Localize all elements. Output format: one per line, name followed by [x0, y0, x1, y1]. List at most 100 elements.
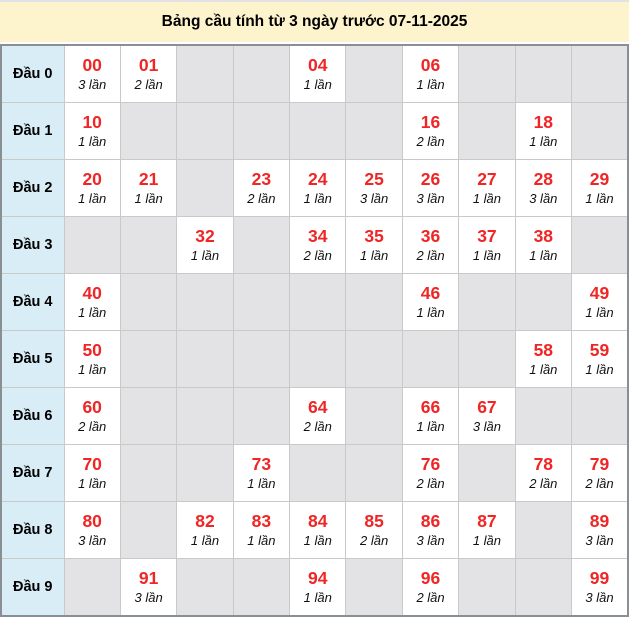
cell-number: 37 — [477, 226, 497, 246]
cell-count: 1 lần — [360, 248, 389, 263]
cell-count: 3 lần — [416, 191, 445, 206]
cell-count: 2 lần — [416, 134, 445, 149]
number-cell: 67 3 lần — [458, 387, 516, 445]
table-row: Đầu 8 80 3 lần 82 1 lần 83 1 lần 84 1 lần 85 2 lần… — [0, 501, 629, 559]
cell-number: 24 — [308, 169, 328, 189]
empty-cell — [63, 216, 121, 274]
empty-cell — [345, 273, 403, 331]
empty-cell — [345, 330, 403, 388]
cell-count: 1 lần — [78, 305, 107, 320]
cell-count: 1 lần — [134, 191, 163, 206]
cell-count: 2 lần — [303, 248, 332, 263]
empty-cell — [458, 273, 516, 331]
number-cell: 86 3 lần — [401, 501, 460, 559]
empty-cell — [289, 330, 347, 388]
number-cell: 16 2 lần — [401, 102, 460, 160]
number-cell: 25 3 lần — [345, 159, 403, 217]
cell-number: 67 — [477, 397, 497, 417]
empty-cell — [458, 558, 516, 617]
empty-cell — [571, 387, 629, 445]
number-cell: 26 3 lần — [401, 159, 460, 217]
empty-cell — [289, 444, 347, 502]
cell-number: 16 — [420, 112, 441, 132]
cell-count: 1 lần — [190, 533, 220, 548]
number-cell: 24 1 lần — [289, 159, 347, 217]
empty-cell — [232, 387, 291, 445]
empty-cell — [571, 216, 629, 274]
empty-cell — [345, 387, 403, 445]
cell-number: 87 — [477, 511, 497, 531]
empty-cell — [232, 330, 291, 388]
cell-count: 3 lần — [78, 533, 107, 548]
empty-cell — [514, 387, 573, 445]
number-cell: 35 1 lần — [345, 216, 403, 274]
cell-count: 3 lần — [585, 533, 614, 548]
cell-count: 1 lần — [529, 362, 558, 377]
cell-number: 06 — [420, 55, 441, 75]
number-cell: 21 1 lần — [119, 159, 178, 217]
cell-count: 1 lần — [472, 191, 502, 206]
row-label: Đầu 2 — [0, 159, 65, 217]
number-cell: 38 1 lần — [514, 216, 573, 274]
cell-number: 70 — [82, 454, 102, 474]
table-row: Đầu 3 32 1 lần 34 2 lần 35 1 lần 36 2 lần 37 1 lần… — [0, 216, 629, 274]
number-cell: 20 1 lần — [63, 159, 121, 217]
row-label: Đầu 3 — [0, 216, 65, 274]
cell-count: 2 lần — [134, 77, 163, 92]
empty-cell — [514, 273, 573, 331]
cell-number: 79 — [589, 454, 610, 474]
empty-cell — [458, 444, 516, 502]
cell-number: 36 — [420, 226, 441, 246]
table-row: Đầu 0 00 3 lần 01 2 lần 04 1 lần 06 1 lần — [0, 44, 629, 103]
cell-number: 78 — [533, 454, 554, 474]
number-cell: 18 1 lần — [514, 102, 573, 160]
empty-cell — [345, 44, 403, 103]
empty-cell — [345, 102, 403, 160]
table-row: Đầu 1 10 1 lần 16 2 lần 18 1 lần — [0, 102, 629, 160]
cell-number: 20 — [82, 169, 102, 189]
cell-count: 1 lần — [303, 590, 332, 605]
empty-cell — [176, 273, 234, 331]
table-row: Đầu 5 50 1 lần 58 1 lần 59 1 lần — [0, 330, 629, 388]
cell-count: 3 lần — [78, 77, 107, 92]
number-cell: 29 1 lần — [571, 159, 629, 217]
table-row: Đầu 9 91 3 lần 94 1 lần 96 2 lần 99 3 lần — [0, 558, 629, 617]
cell-count: 1 lần — [472, 248, 502, 263]
row-label: Đầu 7 — [0, 444, 65, 502]
cell-count: 2 lần — [303, 419, 332, 434]
cell-count: 1 lần — [247, 533, 276, 548]
table-row: Đầu 6 60 2 lần 64 2 lần 66 1 lần 67 3 lần — [0, 387, 629, 445]
cell-count: 2 lần — [416, 476, 445, 491]
cell-count: 1 lần — [303, 191, 332, 206]
number-cell: 10 1 lần — [63, 102, 121, 160]
empty-cell — [119, 330, 178, 388]
cell-count: 3 lần — [134, 590, 163, 605]
cell-count: 1 lần — [78, 191, 107, 206]
cell-number: 84 — [308, 511, 328, 531]
number-cell: 99 3 lần — [571, 558, 629, 617]
number-cell: 00 3 lần — [63, 44, 121, 103]
cell-number: 46 — [420, 283, 441, 303]
empty-cell — [514, 501, 573, 559]
cell-number: 91 — [138, 568, 159, 588]
row-label: Đầu 4 — [0, 273, 65, 331]
empty-cell — [176, 330, 234, 388]
number-cell: 27 1 lần — [458, 159, 516, 217]
cell-count: 2 lần — [78, 419, 107, 434]
number-cell: 60 2 lần — [63, 387, 121, 445]
cell-number: 40 — [82, 283, 102, 303]
cell-number: 25 — [364, 169, 384, 189]
empty-cell — [63, 558, 121, 617]
cell-number: 28 — [533, 169, 554, 189]
number-cell: 96 2 lần — [401, 558, 460, 617]
empty-cell — [119, 273, 178, 331]
empty-cell — [458, 330, 516, 388]
cell-number: 10 — [82, 112, 102, 132]
cell-count: 2 lần — [416, 590, 445, 605]
number-cell: 83 1 lần — [232, 501, 291, 559]
frequency-table-body: Đầu 0 00 3 lần 01 2 lần 04 1 lần 06 1 lần Đầu 1 10… — [0, 44, 629, 617]
number-cell: 06 1 lần — [401, 44, 460, 103]
number-cell: 46 1 lần — [401, 273, 460, 331]
cell-count: 2 lần — [247, 191, 276, 206]
number-cell: 37 1 lần — [458, 216, 516, 274]
